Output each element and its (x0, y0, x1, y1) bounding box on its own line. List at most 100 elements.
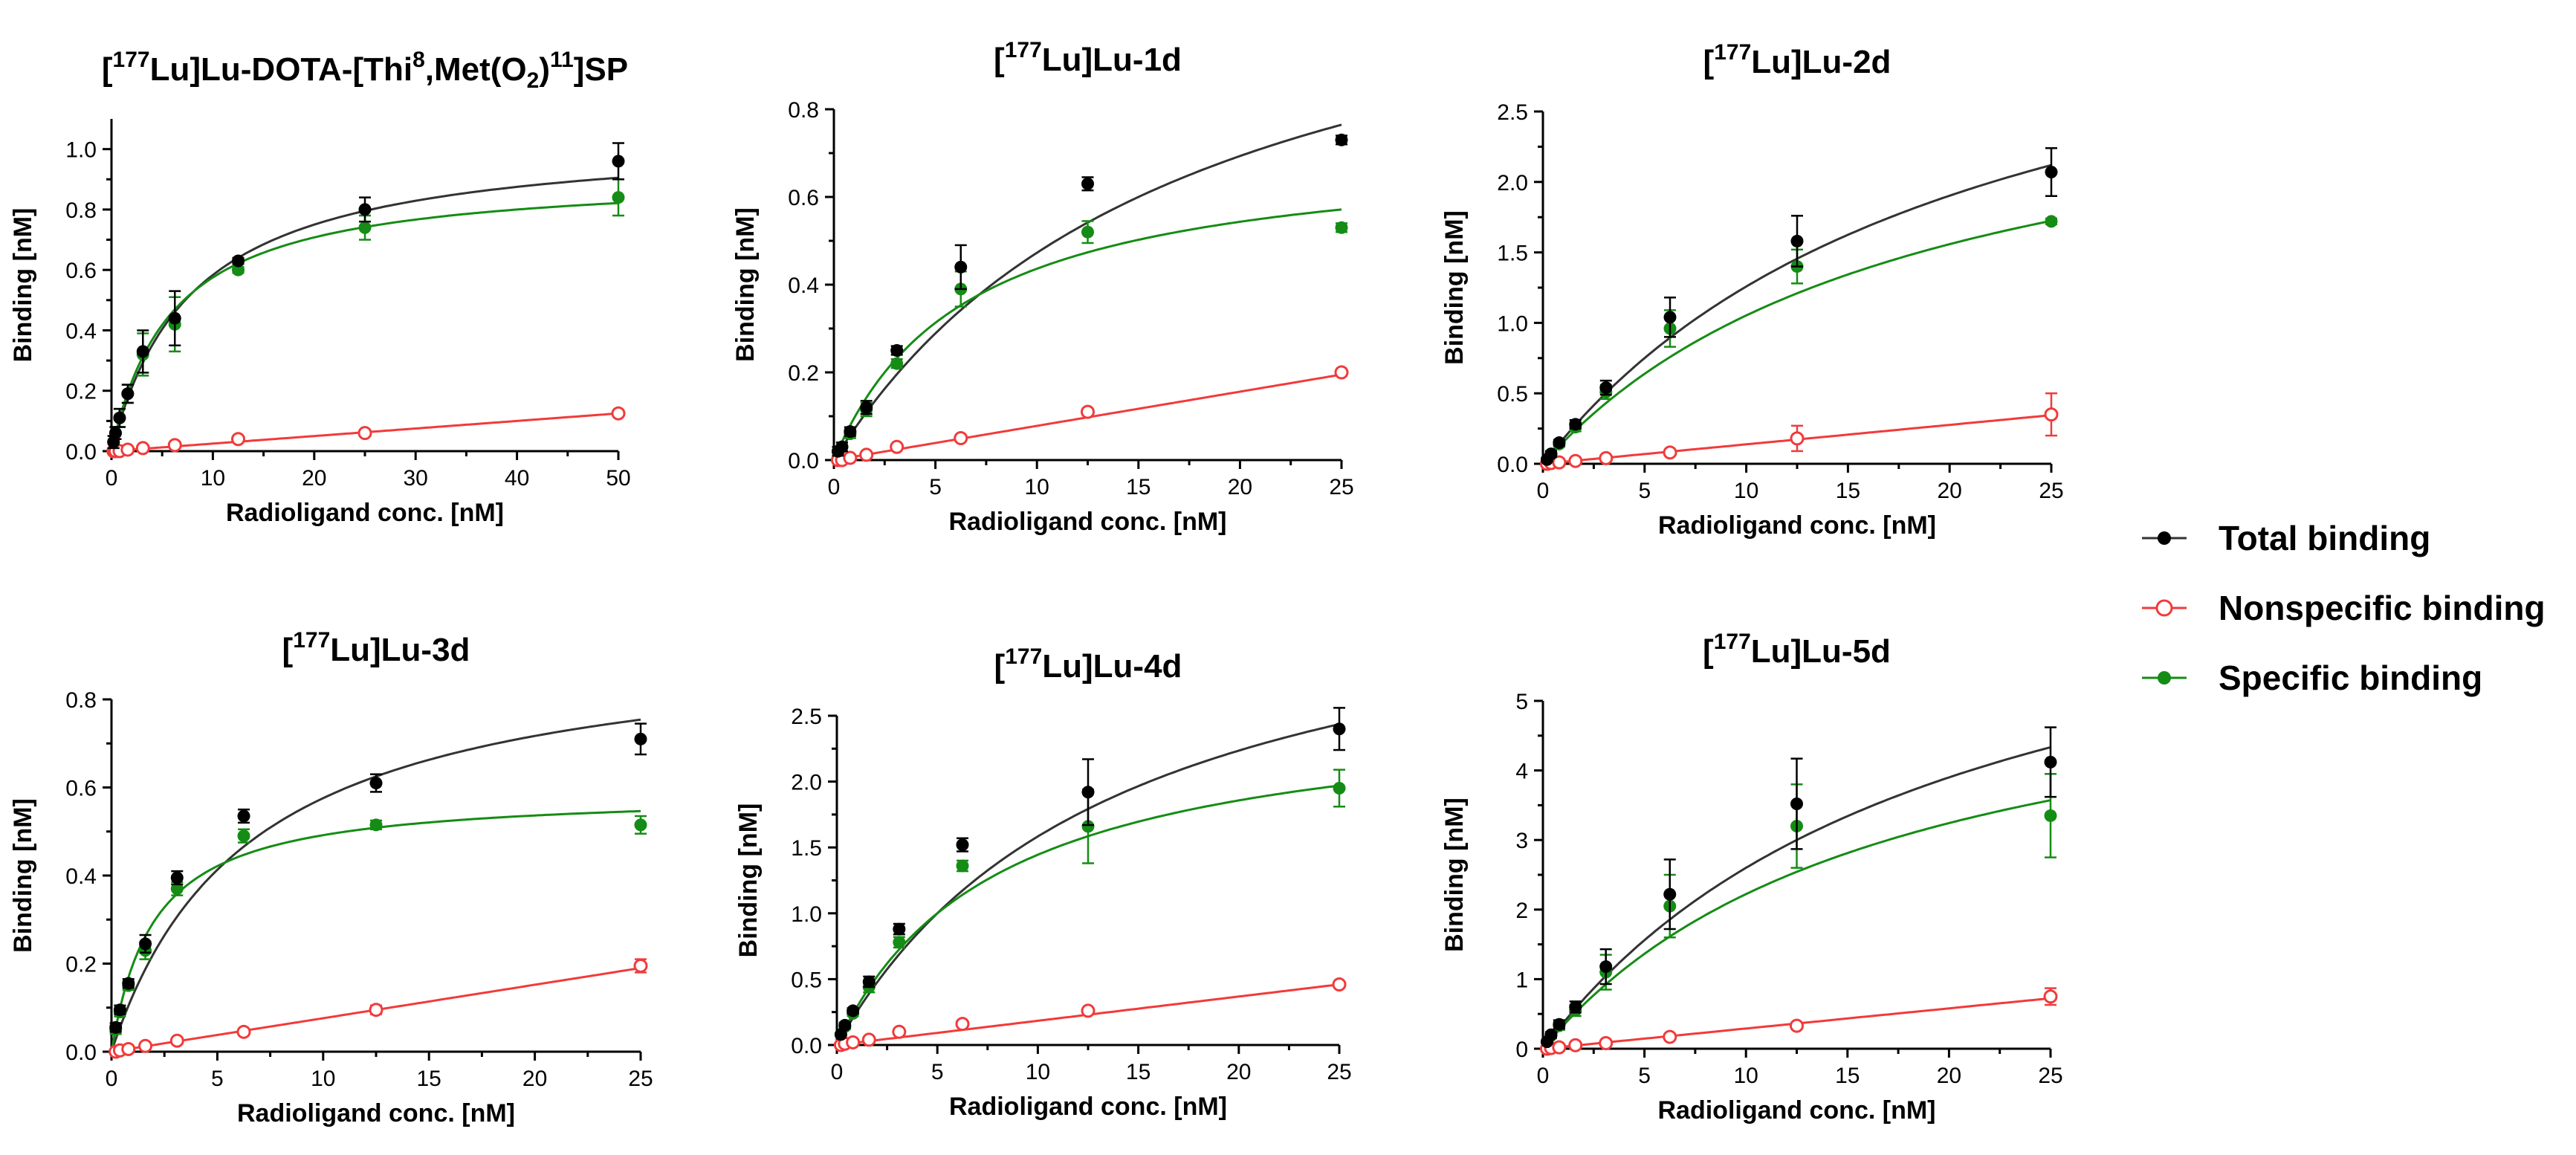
data-point-nonspecific (1663, 1029, 1677, 1044)
data-point-nonspecific (1790, 431, 1805, 446)
data-point-nonspecific (955, 1017, 970, 1032)
y-tick-label: 0.8 (788, 98, 819, 123)
data-point-nonspecific (861, 1032, 876, 1047)
x-tick-label: 20 (1938, 479, 1962, 503)
y-tick-label: 0.6 (65, 777, 97, 801)
x-tick-label: 50 (606, 466, 630, 491)
fit-curve-specific (1541, 219, 2052, 465)
panel-title: [177Lu]Lu-4d (994, 644, 1182, 685)
chart-panel-4: [177Lu]Lu-3d 0.0 0.2 0.4 0.6 0.8 0 5 10 15 20 25 Rad… (9, 628, 653, 1128)
y-tick-label: 0.4 (65, 319, 97, 343)
data-point-specific (1081, 820, 1095, 833)
data-point-nonspecific (357, 426, 372, 441)
y-axis-label: Binding [nM] (731, 207, 760, 362)
x-tick-label: 20 (1937, 1064, 1961, 1088)
data-point-total (2045, 166, 2058, 179)
data-point-total (1569, 1000, 1582, 1014)
data-point-total (109, 1020, 123, 1034)
data-point-nonspecific (1081, 1003, 1096, 1018)
y-tick-label: 1.0 (1497, 311, 1528, 336)
x-axis-label: Radioligand conc. [nM] (226, 499, 504, 527)
data-point-total (890, 344, 904, 357)
data-point-nonspecific (121, 1041, 136, 1056)
x-tick-label: 20 (1228, 475, 1252, 499)
data-point-total (835, 440, 849, 453)
data-point-nonspecific (2043, 989, 2058, 1004)
x-axis-label: Radioligand conc. [nM] (1658, 1096, 1936, 1125)
y-axis-label: Binding [nM] (1440, 210, 1469, 365)
data-point-total (113, 411, 126, 424)
data-point-total (1599, 960, 1613, 974)
data-point-nonspecific (231, 432, 245, 447)
data-point-total (232, 254, 245, 268)
data-point-total (954, 260, 968, 274)
data-point-total (1544, 1028, 1558, 1041)
data-point-specific (2044, 809, 2057, 822)
data-point-total (860, 401, 873, 414)
y-tick-label: 0.6 (65, 259, 97, 283)
y-tick-label: 1.5 (791, 836, 822, 861)
y-tick-label: 1.5 (1497, 242, 1528, 266)
chart-panel-3: [177Lu]Lu-2d 0.0 0.5 1.0 1.5 2.0 2.5 0 5 10 15 20 25… (1440, 40, 2064, 540)
data-point-total (1335, 133, 1348, 146)
legend-item-total: Total binding (2142, 519, 2430, 557)
x-tick-label: 30 (404, 466, 428, 491)
data-point-specific (170, 882, 184, 896)
x-tick-label: 10 (1734, 479, 1758, 503)
y-tick-label: 1.0 (791, 902, 822, 927)
y-axis-label: Binding [nM] (734, 803, 763, 958)
x-tick-label: 5 (929, 475, 942, 499)
x-tick-label: 15 (1836, 479, 1860, 503)
data-point-specific (893, 936, 906, 949)
data-point-nonspecific (1663, 445, 1677, 460)
legend-label-specific: Specific binding (2219, 659, 2482, 697)
chart-panel-5: [177Lu]Lu-4d 0.0 0.5 1.0 1.5 2.0 2.5 0 5 10 15 20 25… (734, 644, 1352, 1121)
data-point-total (1599, 381, 1613, 395)
data-point-total (168, 311, 181, 325)
x-tick-label: 15 (417, 1067, 441, 1091)
data-point-nonspecific (954, 431, 968, 445)
y-tick-label: 0.0 (65, 440, 97, 465)
legend-label-nonspecific: Nonspecific binding (2219, 589, 2546, 627)
data-point-nonspecific (846, 1035, 861, 1049)
panel-title: [177Lu]Lu-5d (1703, 630, 1891, 670)
y-tick-label: 0.0 (788, 449, 819, 473)
x-tick-label: 25 (1327, 1060, 1351, 1084)
data-point-total (1544, 447, 1558, 461)
x-tick-label: 0 (106, 466, 118, 491)
data-point-total (1081, 177, 1094, 190)
panel-title: [177Lu]Lu-1d (994, 38, 1182, 78)
fit-curve-total (1541, 164, 2052, 465)
data-point-nonspecific (1081, 404, 1095, 419)
x-tick-label: 0 (1537, 1064, 1550, 1088)
data-point-nonspecific (236, 1024, 251, 1039)
y-tick-label: 0.8 (65, 688, 97, 713)
data-point-total (369, 777, 383, 790)
x-tick-label: 5 (931, 1060, 944, 1084)
data-point-total (634, 732, 647, 745)
data-point-nonspecific (1599, 1036, 1614, 1051)
data-point-total (893, 922, 906, 936)
y-tick-label: 0.2 (65, 953, 97, 977)
data-point-specific (956, 859, 969, 873)
data-point-nonspecific (1552, 455, 1567, 470)
legend: Total binding Nonspecific binding Specif… (2142, 519, 2546, 697)
x-tick-label: 20 (302, 466, 326, 491)
data-point-nonspecific (843, 450, 858, 465)
data-point-specific (232, 263, 245, 276)
fit-curve-total (110, 718, 641, 1052)
data-point-total (1553, 1017, 1566, 1031)
y-tick-label: 0.2 (788, 361, 819, 386)
data-point-total (1790, 234, 1804, 248)
y-tick-label: 2 (1515, 899, 1528, 923)
data-point-total (237, 809, 250, 823)
x-tick-label: 10 (1734, 1064, 1758, 1088)
y-tick-label: 4 (1515, 760, 1528, 784)
x-tick-label: 40 (505, 466, 529, 491)
data-point-total (109, 427, 122, 440)
data-point-nonspecific (1332, 977, 1347, 991)
data-point-total (838, 1018, 852, 1032)
y-tick-label: 0.0 (65, 1041, 97, 1065)
x-tick-label: 20 (522, 1067, 547, 1091)
chart-panels: [177Lu]Lu-DOTA-[Thi8,Met(O2)11]SP 0.0 0.2 0… (9, 38, 2064, 1128)
